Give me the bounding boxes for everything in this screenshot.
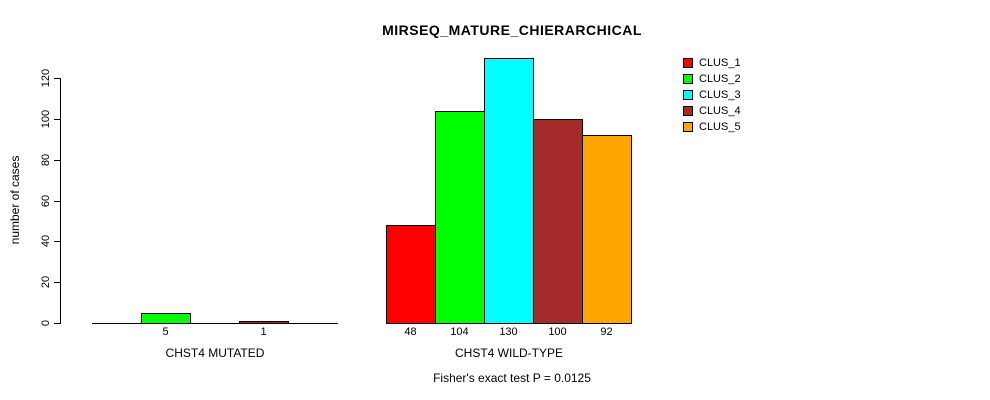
- y-axis-tick: [54, 201, 60, 202]
- y-axis-tick: [54, 160, 60, 161]
- bar-clus_5-wild-type: [582, 135, 632, 324]
- legend-item-clus_2: CLUS_2: [683, 73, 741, 85]
- fisher-test-annotation: Fisher's exact test P = 0.0125: [433, 371, 591, 385]
- bar-value-label: 104: [450, 326, 469, 338]
- legend-swatch-clus_1: [683, 58, 693, 68]
- bar-value-label: 92: [600, 326, 613, 338]
- y-axis-tick-label: 120: [40, 68, 52, 88]
- legend-label: CLUS_3: [699, 89, 741, 101]
- y-axis-tick: [54, 282, 60, 283]
- y-axis-tick-label: 20: [40, 275, 52, 289]
- y-axis-tick-label: 40: [40, 234, 52, 248]
- legend-swatch-clus_4: [683, 106, 693, 116]
- bar-value-label: 130: [499, 326, 518, 338]
- y-axis-tick-label: 60: [40, 194, 52, 208]
- bar-clus_4-mutated: [239, 321, 289, 324]
- y-axis-tick-label: 100: [40, 109, 52, 129]
- x-group-label-wild-type: CHST4 WILD-TYPE: [454, 346, 563, 360]
- bar-value-label: 48: [404, 326, 417, 338]
- legend-label: CLUS_2: [699, 73, 741, 85]
- legend-swatch-clus_2: [683, 74, 693, 84]
- legend-swatch-clus_5: [683, 122, 693, 132]
- bar-value-label: 5: [162, 326, 169, 338]
- y-axis-line: [60, 78, 61, 324]
- y-axis-tick-label: 0: [40, 319, 52, 327]
- legend-item-clus_1: CLUS_1: [683, 57, 741, 69]
- legend-item-clus_4: CLUS_4: [683, 105, 741, 117]
- x-group-label-mutated: CHST4 MUTATED: [165, 346, 265, 360]
- bar-clus_4-wild-type: [533, 119, 583, 324]
- y-axis-tick-label: 80: [40, 153, 52, 167]
- legend-label: CLUS_4: [699, 105, 741, 117]
- bar-clus_2-wild-type: [435, 111, 485, 324]
- y-axis-tick: [54, 119, 60, 120]
- bar-clus_1-wild-type: [386, 225, 436, 324]
- y-axis-tick: [54, 78, 60, 79]
- legend-label: CLUS_5: [699, 121, 741, 133]
- bar-clus_2-mutated: [141, 313, 191, 324]
- legend-label: CLUS_1: [699, 57, 741, 69]
- bar-clus_3-wild-type: [484, 58, 534, 324]
- chart-title: MIRSEQ_MATURE_CHIERARCHICAL: [382, 22, 642, 38]
- y-axis-tick: [54, 241, 60, 242]
- bar-value-label: 1: [260, 326, 267, 338]
- x-axis-baseline: [92, 323, 338, 324]
- y-axis-tick: [54, 323, 60, 324]
- legend-swatch-clus_3: [683, 90, 693, 100]
- legend-item-clus_3: CLUS_3: [683, 89, 741, 101]
- bar-value-label: 100: [548, 326, 567, 338]
- legend-item-clus_5: CLUS_5: [683, 121, 741, 133]
